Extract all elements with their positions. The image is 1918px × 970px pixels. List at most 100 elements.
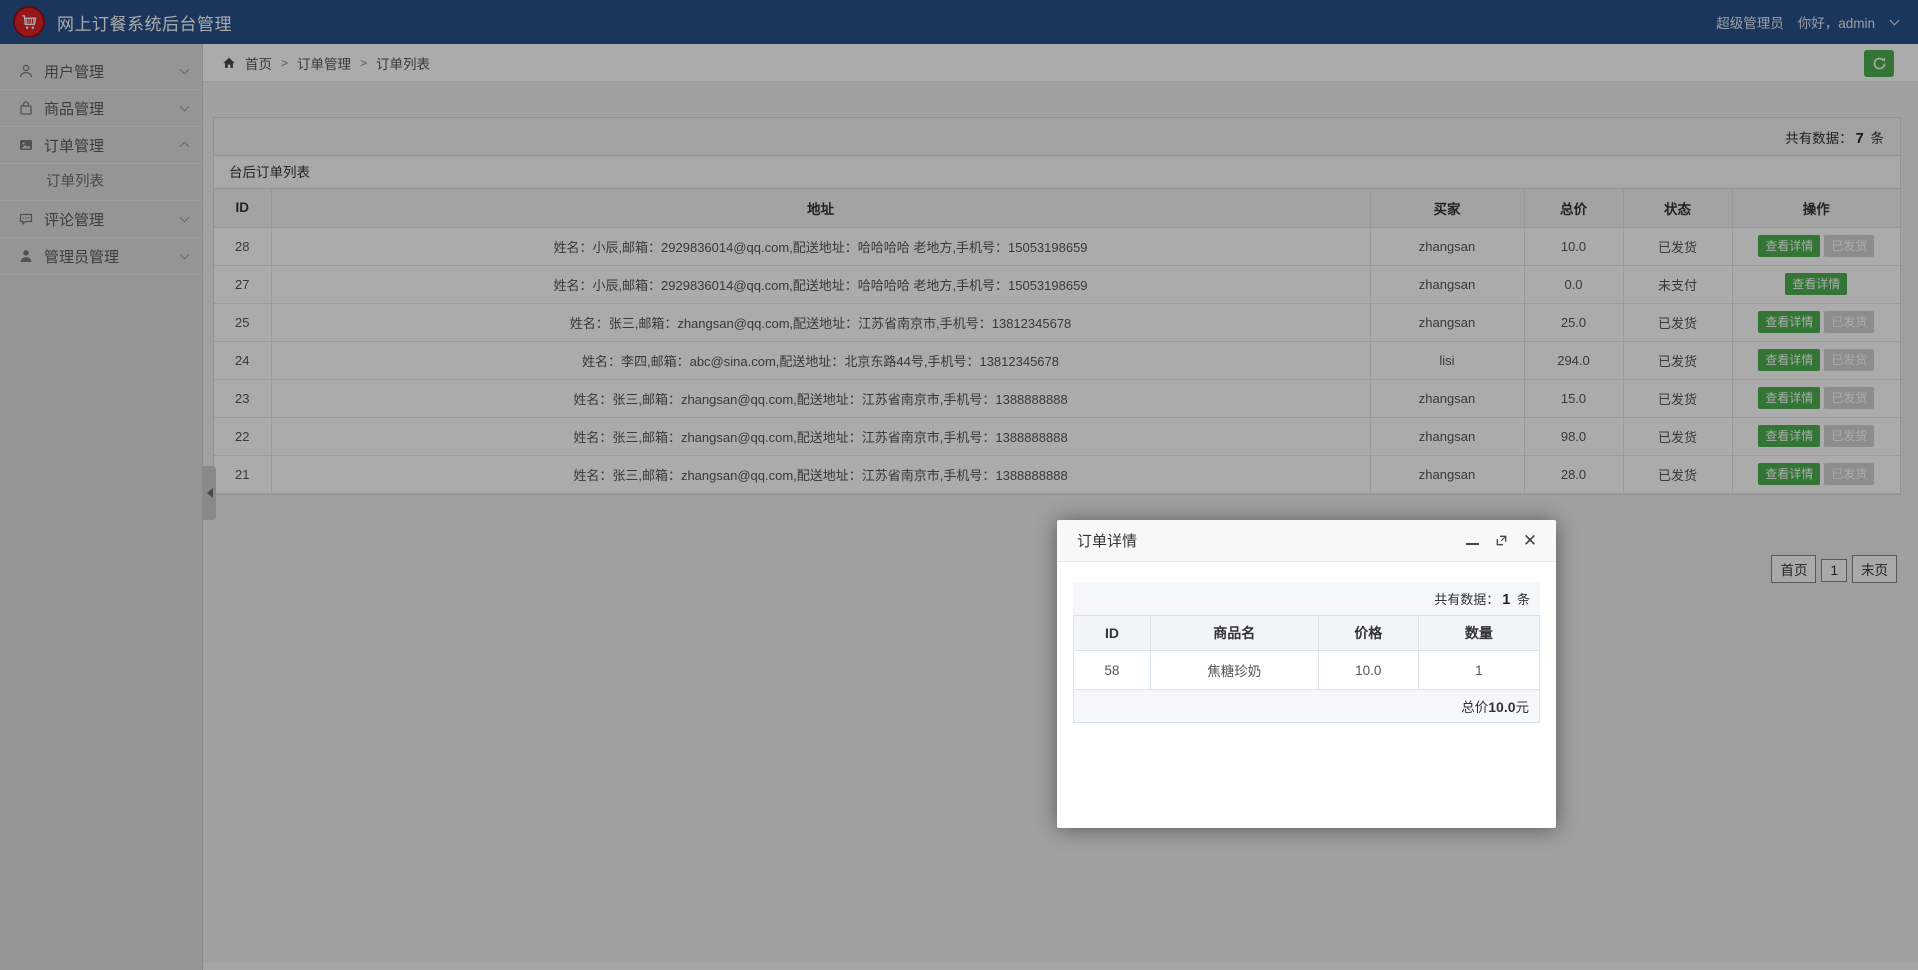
orders-count: 共有数据： 7 条 [1785, 130, 1884, 147]
view-details-button[interactable]: 查看详情 [1758, 424, 1821, 448]
sidebar-item[interactable]: 商品管理 [0, 90, 202, 127]
breadcrumb-item[interactable]: 订单列表 [376, 56, 431, 72]
shipped-button[interactable]: 已发货 [1824, 348, 1875, 372]
horizontal-scrollbar[interactable] [203, 962, 1918, 970]
user-icon [17, 63, 34, 80]
table-row: 22 姓名：张三,邮箱：zhangsan@qq.com,配送地址：江苏省南京市,手… [214, 416, 1900, 456]
order-address-cell: 姓名：张三,邮箱：zhangsan@qq.com,配送地址：江苏省南京市,手机号… [270, 454, 1371, 494]
sidebar-item-label: 用户管理 [44, 63, 105, 81]
sidebar-item-label: 商品管理 [44, 100, 105, 118]
shipped-button[interactable]: 已发货 [1824, 462, 1875, 486]
item-price-cell: 10.0 [1317, 650, 1419, 690]
shipped-button[interactable]: 已发货 [1824, 310, 1875, 334]
order-status-cell: 已发货 [1622, 340, 1733, 380]
item-id-cell: 58 [1073, 650, 1151, 690]
view-details-button[interactable]: 查看详情 [1785, 272, 1848, 296]
order-status-cell: 已发货 [1622, 454, 1733, 494]
order-total: 总价10.0元 [1073, 689, 1540, 723]
column-header: 操作 [1731, 189, 1900, 228]
last-page-button[interactable]: 末页 [1852, 554, 1897, 583]
user-greeting: 你好，admin [1797, 16, 1875, 31]
content-area: 共有数据： 7 条 台后订单列表 ID 地址 买家 总价 状态 操作 28 姓名：小辰,邮箱：… [203, 82, 1918, 970]
table-row: 21 姓名：张三,邮箱：zhangsan@qq.com,配送地址：江苏省南京市,手… [214, 454, 1900, 494]
orders-table: ID 地址 买家 总价 状态 操作 28 姓名：小辰,邮箱：2929836014@qq.co… [214, 189, 1900, 494]
order-buyer-cell: zhangsan [1369, 416, 1525, 456]
order-status-cell: 已发货 [1622, 226, 1733, 266]
view-details-button[interactable]: 查看详情 [1758, 348, 1821, 372]
view-details-button[interactable]: 查看详情 [1758, 310, 1821, 334]
first-page-button[interactable]: 首页 [1771, 554, 1817, 583]
order-id-cell: 24 [214, 340, 272, 380]
orders-table-header: ID 地址 买家 总价 状态 操作 [214, 189, 1900, 228]
order-total-cell: 294.0 [1523, 340, 1624, 380]
order-actions-cell: 查看详情 已发货 [1731, 226, 1900, 266]
order-id-cell: 25 [214, 302, 272, 342]
home-icon [222, 56, 236, 70]
panel-title: 台后订单列表 [214, 156, 1900, 189]
sidebar-item[interactable]: 管理员管理 [0, 238, 202, 275]
order-status-cell: 已发货 [1622, 302, 1733, 342]
sidebar-item-label: 订单管理 [44, 137, 105, 155]
shipped-button[interactable]: 已发货 [1824, 424, 1875, 448]
order-items-table: ID 商品名 价格 数量 58 焦糖珍奶 10.0 1 总价10.0元 [1073, 615, 1541, 723]
refresh-button[interactable] [1864, 50, 1894, 77]
admin-user-icon [17, 248, 34, 265]
order-id-cell: 23 [214, 378, 272, 418]
view-details-button[interactable]: 查看详情 [1758, 462, 1821, 486]
item-name-cell: 焦糖珍奶 [1149, 650, 1319, 690]
sidebar-subitem[interactable]: 订单列表 [0, 164, 202, 201]
refresh-icon [1873, 57, 1885, 70]
table-row: 23 姓名：张三,邮箱：zhangsan@qq.com,配送地址：江苏省南京市,手… [214, 378, 1900, 418]
table-row: 24 姓名：李四,邮箱：abc@sina.com,配送地址：北京东路44号,手机号… [214, 340, 1900, 380]
detail-column-header: ID [1073, 615, 1151, 651]
shipped-button[interactable]: 已发货 [1824, 386, 1875, 410]
order-total-cell: 28.0 [1523, 454, 1624, 494]
breadcrumb-bar: 首页 > 订单管理 > 订单列表 [203, 44, 1918, 82]
order-actions-cell: 查看详情 [1731, 264, 1900, 304]
close-icon[interactable]: ✕ [1522, 531, 1538, 550]
order-buyer-cell: zhangsan [1369, 454, 1525, 494]
order-address-cell: 姓名：李四,邮箱：abc@sina.com,配送地址：北京东路44号,手机号：1… [270, 340, 1371, 380]
order-total-cell: 0.0 [1523, 264, 1624, 304]
page-number-button[interactable]: 1 [1821, 558, 1847, 582]
modal-count: 共有数据： 1 条 [1073, 582, 1540, 615]
order-total-cell: 25.0 [1523, 302, 1624, 342]
shipped-button[interactable]: 已发货 [1824, 234, 1875, 258]
column-header: 总价 [1523, 189, 1624, 228]
sidebar-item[interactable]: 订单管理 [0, 127, 202, 164]
maximize-icon[interactable] [1493, 533, 1509, 549]
order-buyer-cell: zhangsan [1369, 226, 1525, 266]
sidebar-item[interactable]: 用户管理 [0, 53, 202, 90]
minimize-icon[interactable] [1464, 533, 1480, 549]
column-header: 地址 [270, 189, 1371, 228]
user-menu[interactable]: 超级管理员 你好，admin [1716, 12, 1900, 32]
detail-column-header: 价格 [1317, 615, 1419, 651]
order-status-cell: 已发货 [1622, 416, 1733, 456]
sidebar: 用户管理商品管理订单管理订单列表评论管理管理员管理 [0, 44, 203, 970]
order-image-icon [17, 137, 34, 154]
order-actions-cell: 查看详情 已发货 [1731, 416, 1900, 456]
column-header: ID [214, 189, 272, 228]
breadcrumb-separator: > [360, 55, 368, 70]
app-header: 网上订餐系统后台管理 超级管理员 你好，admin [0, 0, 1918, 44]
sidebar-item[interactable]: 评论管理 [0, 201, 202, 238]
sidebar-item-label: 管理员管理 [44, 248, 120, 266]
user-role-label: 超级管理员 [1716, 16, 1784, 31]
order-items-header: ID 商品名 价格 数量 [1073, 615, 1541, 651]
breadcrumb: 首页 > 订单管理 > 订单列表 [222, 53, 430, 73]
sidebar-item-label: 评论管理 [44, 211, 105, 229]
order-buyer-cell: zhangsan [1369, 302, 1525, 342]
column-header: 买家 [1369, 189, 1525, 228]
breadcrumb-item[interactable]: 首页 [245, 56, 272, 72]
order-id-cell: 21 [214, 454, 272, 494]
view-details-button[interactable]: 查看详情 [1758, 386, 1821, 410]
order-buyer-cell: zhangsan [1369, 378, 1525, 418]
modal-title: 订单详情 [1077, 533, 1138, 550]
order-total-cell: 15.0 [1523, 378, 1624, 418]
order-total-cell: 98.0 [1523, 416, 1624, 456]
breadcrumb-item[interactable]: 订单管理 [297, 56, 352, 72]
view-details-button[interactable]: 查看详情 [1758, 234, 1821, 258]
sidebar-collapse-handle[interactable] [203, 466, 216, 520]
table-row: 25 姓名：张三,邮箱：zhangsan@qq.com,配送地址：江苏省南京市,手… [214, 302, 1900, 342]
